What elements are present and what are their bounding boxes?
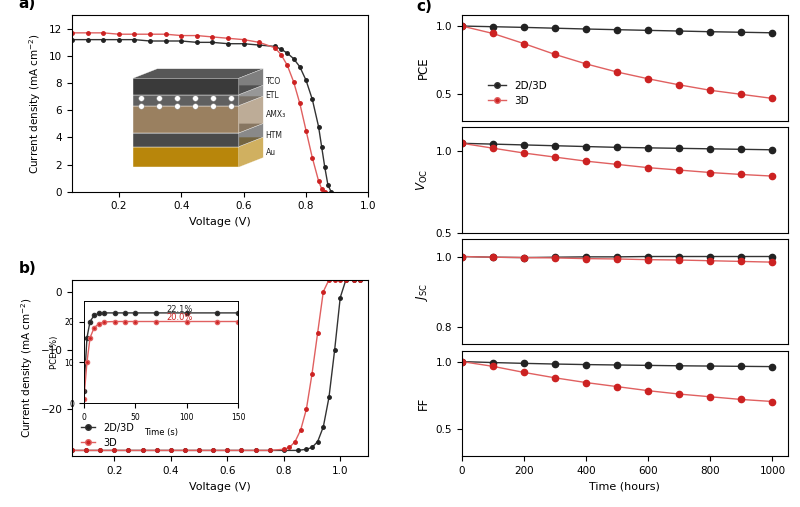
Legend: 2D/3D, 3D: 2D/3D, 3D — [77, 419, 138, 451]
Text: c): c) — [416, 0, 432, 14]
Text: b): b) — [18, 261, 36, 276]
Y-axis label: PCE: PCE — [417, 57, 430, 79]
Y-axis label: $J_{\rm SC}$: $J_{\rm SC}$ — [414, 283, 430, 301]
X-axis label: Voltage (V): Voltage (V) — [190, 217, 251, 227]
Y-axis label: FF: FF — [417, 397, 430, 410]
Y-axis label: Current density (mA cm$^{-2}$): Current density (mA cm$^{-2}$) — [19, 298, 35, 439]
Legend: 2D/3D, 3D: 2D/3D, 3D — [483, 77, 551, 110]
Y-axis label: $V_{\rm OC}$: $V_{\rm OC}$ — [415, 169, 430, 191]
Y-axis label: Current density (mA cm$^{-2}$): Current density (mA cm$^{-2}$) — [28, 33, 43, 174]
X-axis label: Voltage (V): Voltage (V) — [190, 482, 251, 492]
Text: a): a) — [18, 0, 36, 11]
X-axis label: Time (hours): Time (hours) — [590, 482, 660, 492]
